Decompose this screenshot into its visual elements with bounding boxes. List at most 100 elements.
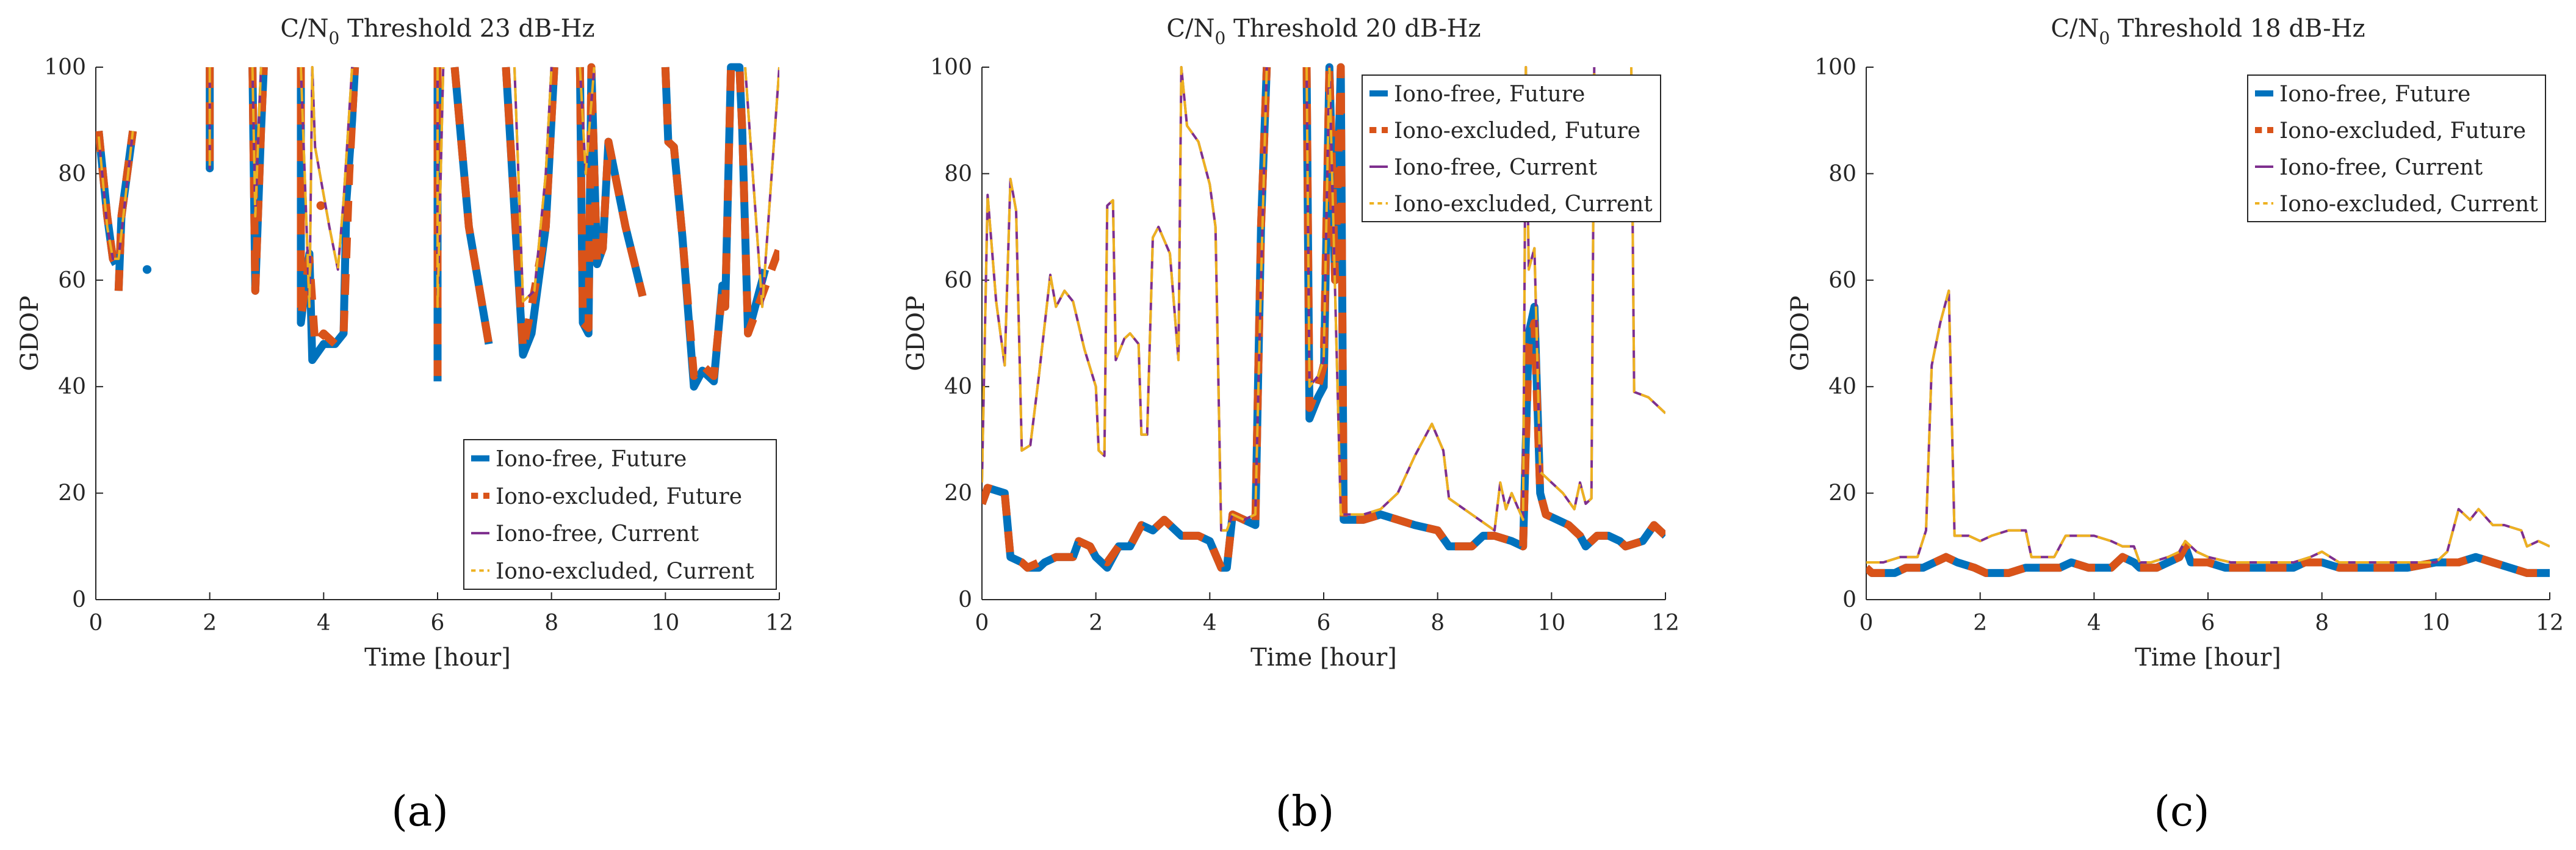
x-tick-label: 6 xyxy=(431,611,445,636)
legend-label: Iono-free, Current xyxy=(2279,155,2483,180)
x-tick-label: 0 xyxy=(89,611,103,636)
data-point xyxy=(142,265,152,274)
y-tick-label: 0 xyxy=(1842,587,1856,612)
legend-label: Iono-excluded, Current xyxy=(2279,192,2538,217)
x-tick-label: 6 xyxy=(1317,611,1331,636)
series-line xyxy=(1305,66,1596,532)
series-line xyxy=(982,67,1271,572)
series-iono-excluded-current xyxy=(97,66,779,308)
legend-box xyxy=(463,439,777,590)
series-iono-excluded-future xyxy=(982,63,1665,572)
legend-label: Iono-free, Future xyxy=(2279,82,2470,107)
series-line xyxy=(575,63,647,332)
x-tick-label: 2 xyxy=(1089,611,1103,636)
legend: Iono-free, Future Iono-excluded, Future Io… xyxy=(2247,74,2546,222)
legend-box xyxy=(1362,74,1661,222)
y-tick-label: 80 xyxy=(944,161,972,186)
y-tick-label: 100 xyxy=(44,55,86,80)
y-tick-label: 20 xyxy=(1828,481,1856,506)
series-line xyxy=(251,67,262,218)
x-tick-label: 8 xyxy=(544,611,558,636)
series-line xyxy=(1866,542,2550,577)
legend-label: Iono-excluded, Future xyxy=(496,484,742,509)
y-tick-label: 80 xyxy=(58,161,86,186)
x-axis-label: Time [hour] xyxy=(1250,644,1397,672)
series-line xyxy=(1630,67,1665,415)
x-tick-label: 2 xyxy=(1973,611,1987,636)
y-tick-label: 40 xyxy=(58,374,86,399)
series-line xyxy=(450,67,493,345)
y-axis-label: GDOP xyxy=(16,296,44,371)
x-tick-label: 0 xyxy=(1860,611,1874,636)
y-axis-label: GDOP xyxy=(902,296,930,371)
x-tick-label: 8 xyxy=(2315,611,2329,636)
y-tick-label: 100 xyxy=(930,55,972,80)
x-axis-label: Time [hour] xyxy=(364,644,511,672)
legend-label: Iono-free, Future xyxy=(496,447,687,472)
chart-panel-a: C/N0 Threshold 23 dB-Hz 0 2 4 6 8 10 12 0 20 40 60 8… xyxy=(16,15,793,672)
series-line xyxy=(297,67,359,348)
y-tick-label: 20 xyxy=(944,481,972,506)
legend-label: Iono-excluded, Future xyxy=(1394,118,1640,143)
chart-panel-b: C/N0 Threshold 20 dB-Hz 0 2 4 6 8 10 12 0 20 40 60 8… xyxy=(902,15,1679,672)
panel-label-a: (a) xyxy=(391,788,449,836)
series-iono-excluded-current xyxy=(1866,289,2550,564)
chart-title: C/N0 Threshold 18 dB-Hz xyxy=(2051,15,2365,48)
x-tick-label: 4 xyxy=(1203,611,1217,636)
legend-label: Iono-excluded, Future xyxy=(2279,118,2526,143)
series-line xyxy=(1302,63,1665,551)
x-axis-label: Time [hour] xyxy=(2135,644,2281,672)
series-line xyxy=(744,67,779,308)
y-tick-label: 40 xyxy=(944,374,972,399)
panel-label-c: (c) xyxy=(2154,788,2209,836)
data-point xyxy=(316,201,325,210)
legend: Iono-free, Future Iono-excluded, Future Io… xyxy=(463,439,777,590)
legend-label: Iono-excluded, Current xyxy=(1394,192,1653,217)
y-tick-label: 60 xyxy=(58,268,86,293)
series-line xyxy=(982,66,1268,532)
x-tick-label: 12 xyxy=(2536,611,2564,636)
x-tick-label: 0 xyxy=(975,611,989,636)
series-line xyxy=(97,131,134,260)
series-line xyxy=(661,63,779,380)
series-line xyxy=(579,67,596,175)
x-tick-label: 10 xyxy=(1537,611,1565,636)
series-layer xyxy=(96,63,779,391)
y-tick-label: 0 xyxy=(72,587,86,612)
y-tick-label: 60 xyxy=(1828,268,1856,293)
y-tick-label: 100 xyxy=(1814,55,1856,80)
chart-title: C/N0 Threshold 20 dB-Hz xyxy=(1166,15,1481,48)
chart-panel-c: C/N0 Threshold 18 dB-Hz 0 2 4 6 8 10 12 0 20 40 60 8… xyxy=(1786,15,2564,672)
x-tick-label: 12 xyxy=(765,611,793,636)
y-tick-label: 80 xyxy=(1828,161,1856,186)
chart-title: C/N0 Threshold 23 dB-Hz xyxy=(280,15,594,48)
legend-label: Iono-free, Future xyxy=(1394,82,1585,107)
x-tick-label: 2 xyxy=(203,611,217,636)
x-tick-label: 8 xyxy=(1431,611,1445,636)
x-tick-label: 10 xyxy=(2422,611,2450,636)
y-axis-label: GDOP xyxy=(1786,296,1814,371)
y-tick-label: 40 xyxy=(1828,374,1856,399)
y-tick-label: 0 xyxy=(958,587,972,612)
series-layer xyxy=(982,63,1665,572)
y-tick-label: 20 xyxy=(58,481,86,506)
legend: Iono-free, Future Iono-excluded, Future Io… xyxy=(1362,74,1661,222)
legend-label: Iono-excluded, Current xyxy=(496,559,754,584)
y-tick-label: 60 xyxy=(944,268,972,293)
series-iono-excluded-future xyxy=(1866,542,2550,577)
x-tick-label: 6 xyxy=(2201,611,2215,636)
series-iono-excluded-current xyxy=(982,66,1665,532)
series-line xyxy=(114,130,137,291)
legend-box xyxy=(2247,74,2546,222)
series-line xyxy=(513,67,553,303)
legend-label: Iono-free, Current xyxy=(496,521,699,547)
series-layer xyxy=(1866,289,2550,577)
series-line xyxy=(436,67,445,308)
series-line xyxy=(300,66,353,308)
legend-label: Iono-free, Current xyxy=(1394,155,1598,180)
panel-label-b: (b) xyxy=(1275,788,1335,836)
series-line xyxy=(502,67,558,354)
x-tick-label: 12 xyxy=(1651,611,1679,636)
series-line xyxy=(1866,289,2550,564)
